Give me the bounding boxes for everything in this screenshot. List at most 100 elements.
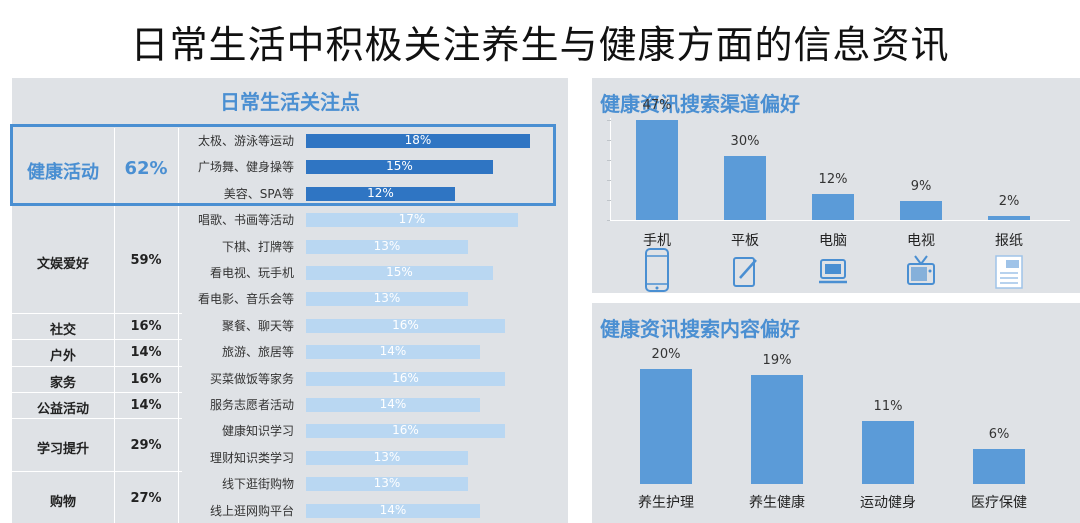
activity-label: 买菜做饭等家务 [209, 371, 294, 386]
activity-label: 太极、游泳等运动 [197, 134, 294, 148]
category-label: 社交 [49, 323, 76, 338]
tablet-icon [730, 254, 760, 296]
row-separator [12, 339, 182, 341]
category-percent: 14% [130, 398, 162, 414]
row-separator [12, 418, 182, 420]
category-label: 报纸 [995, 233, 1023, 249]
activity-bar: 13% [306, 449, 468, 465]
category-percent: 29% [130, 437, 162, 453]
activity-bar: 12% [306, 185, 455, 201]
channel-bar [812, 194, 854, 220]
activity-label: 广场舞、健身操等 [197, 160, 294, 175]
bar-value-label: 30% [730, 134, 760, 149]
activity-bar: 15% [306, 159, 493, 175]
computer-icon [818, 254, 848, 296]
row-separator [12, 471, 182, 473]
channel-bar [988, 216, 1030, 220]
column-divider [114, 128, 115, 523]
bar-value-label: 16% [392, 317, 419, 332]
bar-value-label: 11% [873, 399, 903, 414]
daily-focus-panel: 日常生活关注点 健康活动 62% 太极、游泳等运动 18% 广场舞、健身操等 15% 美容、… [10, 78, 568, 523]
category-label: 文娱爱好 [36, 257, 89, 272]
activity-bar: 17% [306, 212, 518, 228]
activity-bar: 18% [306, 133, 530, 148]
tv-icon [906, 254, 936, 296]
channel-bar [636, 120, 678, 220]
bar-value-label: 12% [367, 185, 394, 200]
channel-bar [724, 156, 766, 220]
content-bar [973, 449, 1025, 484]
y-axis-tick [607, 120, 611, 121]
category-percent: 16% [130, 371, 162, 387]
activity-bar: 13% [306, 291, 468, 307]
bar-value-label: 16% [392, 370, 419, 385]
category-label: 电视 [907, 233, 935, 249]
page-title: 日常生活中积极关注养生与健康方面的信息资讯 [130, 23, 950, 67]
activity-label: 健康知识学习 [221, 424, 294, 439]
category-percent: 14% [130, 345, 162, 361]
activity-bar: 16% [306, 423, 505, 439]
activity-bar: 14% [306, 503, 480, 518]
category-label: 购物 [49, 494, 76, 510]
category-label: 电脑 [819, 233, 847, 249]
content-preference-title: 健康资讯搜索内容偏好 [600, 317, 800, 341]
row-separator [12, 312, 182, 314]
category-percent: 27% [130, 490, 162, 506]
y-axis-tick [607, 200, 611, 201]
bar-value-label: 14% [379, 344, 407, 359]
activity-bar: 16% [306, 370, 505, 386]
bar-value-label: 17% [398, 212, 426, 227]
content-bar [640, 369, 692, 484]
category-label: 家务 [49, 375, 76, 391]
y-axis [610, 118, 611, 220]
activity-label: 唱歌、书画等活动 [197, 213, 294, 228]
category-label: 医疗保健 [971, 495, 1027, 511]
y-axis-tick [607, 220, 611, 221]
bar-value-label: 12% [818, 172, 848, 187]
category-label: 户外 [49, 349, 76, 365]
row-separator [12, 392, 182, 393]
bar-value-label: 47% [642, 98, 672, 113]
channel-preference-title: 健康资讯搜索渠道偏好 [600, 92, 800, 116]
y-axis-tick [607, 180, 611, 181]
bar-value-label: 13% [373, 291, 401, 306]
category-label: 健康活动 [27, 161, 99, 183]
activity-label: 理财知识类学习 [209, 450, 294, 465]
y-axis-tick [607, 160, 611, 161]
activity-label: 线上逛网购平台 [209, 503, 294, 518]
newspaper-icon [994, 254, 1024, 296]
daily-focus-title: 日常生活关注点 [220, 90, 360, 114]
y-axis-tick [607, 140, 611, 141]
bar-value-label: 2% [998, 194, 1020, 209]
highlight-box [10, 124, 556, 206]
category-label: 养生健康 [749, 495, 805, 511]
activity-label: 下棋、打牌等 [221, 239, 294, 254]
category-label: 手机 [643, 233, 671, 249]
category-label: 平板 [731, 233, 759, 249]
bar-value-label: 14% [379, 397, 407, 411]
bar-value-label: 6% [988, 427, 1010, 442]
phone-icon [642, 248, 672, 292]
category-percent: 16% [130, 319, 162, 334]
bar-value-label: 20% [651, 347, 681, 362]
category-label: 养生护理 [638, 495, 694, 511]
column-divider [178, 128, 179, 523]
bar-value-label: 18% [404, 133, 432, 147]
bar-value-label: 13% [373, 476, 401, 491]
bar-value-label: 19% [762, 353, 792, 368]
activity-bar: 13% [306, 476, 468, 492]
activity-label: 旅游、旅居等 [221, 345, 294, 360]
activity-label: 线下逛街购物 [221, 477, 294, 492]
row-separator [12, 365, 182, 367]
category-label: 学习提升 [36, 441, 89, 457]
bar-value-label: 9% [910, 179, 932, 194]
activity-bar: 14% [306, 344, 480, 360]
activity-bar: 13% [306, 239, 468, 254]
content-bar [751, 375, 803, 484]
activity-label: 美容、SPA等 [223, 186, 294, 201]
content-bar [862, 421, 914, 484]
bar-value-label: 13% [373, 449, 401, 464]
content-preference-panel: 健康资讯搜索内容偏好 20% 养生护理 19% 养生健康 11% 运动健身 6% 医疗保健 [592, 303, 1080, 523]
bar-value-label: 15% [386, 265, 413, 279]
bar-value-label: 16% [392, 423, 419, 438]
